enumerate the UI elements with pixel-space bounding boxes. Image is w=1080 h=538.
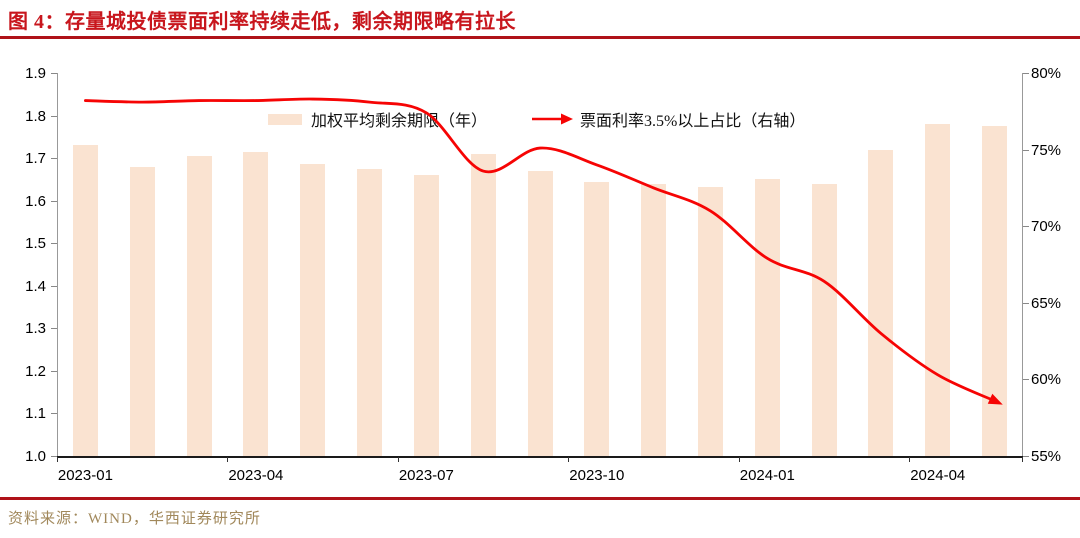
right-axis-tick-label: 75% — [1031, 141, 1062, 159]
x-axis-tick — [57, 457, 58, 462]
x-axis-tick-label: 2024-01 — [739, 467, 795, 484]
left-axis-tick-label: 1.3 — [25, 320, 46, 338]
right-axis-tick — [1023, 379, 1029, 381]
left-axis-tick — [51, 243, 57, 245]
left-axis-tick-label: 1.7 — [25, 150, 46, 168]
bar — [811, 184, 837, 456]
bar — [129, 166, 155, 456]
right-arrow-icon — [532, 113, 574, 125]
x-axis-tick — [568, 457, 570, 462]
right-axis-tick — [1023, 226, 1029, 228]
left-axis-tick — [51, 413, 57, 415]
left-axis-tick-label: 1.2 — [25, 362, 46, 380]
left-axis-tick — [51, 200, 57, 202]
right-axis-tick-label: 70% — [1031, 218, 1062, 236]
bar — [413, 175, 439, 456]
x-axis-tick — [1022, 457, 1023, 462]
left-axis-tick — [51, 370, 57, 372]
right-axis-tick — [1023, 73, 1029, 74]
bar — [754, 179, 780, 456]
left-axis-line — [57, 73, 58, 456]
x-axis-tick-label: 2023-01 — [57, 467, 113, 484]
left-axis-tick — [51, 115, 57, 117]
bar — [72, 145, 98, 456]
bar — [527, 170, 553, 456]
x-axis-tick-label: 2023-10 — [569, 467, 625, 484]
left-axis-tick-label: 1.4 — [25, 277, 46, 295]
x-axis-tick — [397, 457, 399, 462]
left-axis-tick-label: 1.6 — [25, 192, 46, 210]
source-note: 资料来源：WIND，华西证券研究所 — [8, 511, 261, 527]
figure-title: 图 4：存量城投债票面利率持续走低，剩余期限略有拉长 — [8, 11, 516, 33]
bar — [470, 153, 496, 456]
right-axis-tick-label: 80% — [1031, 65, 1062, 82]
bar — [697, 186, 723, 456]
right-axis-line — [1022, 73, 1023, 456]
left-axis-tick — [51, 158, 57, 160]
x-axis-tick — [909, 457, 911, 462]
x-axis-tick-label: 2023-07 — [398, 467, 454, 484]
right-axis-tick-label: 65% — [1031, 294, 1062, 312]
chart-legend: 加权平均剩余期限（年） 票面利率3.5%以上占比（右轴） — [268, 107, 805, 131]
left-axis-tick — [51, 456, 57, 457]
left-axis-tick-label: 1.1 — [25, 405, 46, 423]
left-axis-tick — [51, 73, 57, 74]
x-axis-tick — [227, 457, 229, 462]
bar — [982, 126, 1008, 456]
bar — [300, 164, 326, 456]
left-axis-tick-label: 1.0 — [25, 448, 46, 465]
right-axis-tick — [1023, 456, 1029, 457]
bottom-rule — [0, 497, 1080, 500]
left-axis-tick-label: 1.9 — [25, 65, 46, 82]
x-axis-tick — [738, 457, 740, 462]
bar — [357, 168, 383, 456]
x-axis-line — [57, 456, 1023, 458]
line-series-label: 票面利率3.5%以上占比（右轴） — [580, 113, 806, 130]
x-axis-tick-label: 2023-04 — [228, 467, 284, 484]
bar-series-label: 加权平均剩余期限（年） — [311, 113, 488, 130]
bar-series-swatch-icon — [268, 113, 302, 125]
legend-item-line-series: 票面利率3.5%以上占比（右轴） — [531, 107, 805, 131]
right-axis-tick-label: 55% — [1031, 448, 1062, 465]
bar — [925, 124, 951, 456]
bar — [186, 155, 212, 456]
bar — [584, 181, 610, 456]
left-axis-tick-label: 1.8 — [25, 107, 46, 125]
chart-area: 加权平均剩余期限（年） 票面利率3.5%以上占比（右轴） 1.9 1.8 1.7 1.… — [0, 48, 1080, 496]
left-axis-tick — [51, 285, 57, 287]
legend-item-bar-series: 加权平均剩余期限（年） — [268, 107, 487, 131]
x-axis-tick-label: 2024-04 — [910, 467, 966, 484]
left-axis-tick-label: 1.5 — [25, 235, 46, 253]
bar — [641, 183, 667, 456]
top-rule — [0, 36, 1080, 39]
bar — [868, 149, 894, 456]
bar — [243, 151, 269, 456]
right-axis-tick — [1023, 302, 1029, 304]
left-axis-tick — [51, 328, 57, 330]
right-axis-tick-label: 60% — [1031, 371, 1062, 389]
right-axis-tick — [1023, 149, 1029, 151]
